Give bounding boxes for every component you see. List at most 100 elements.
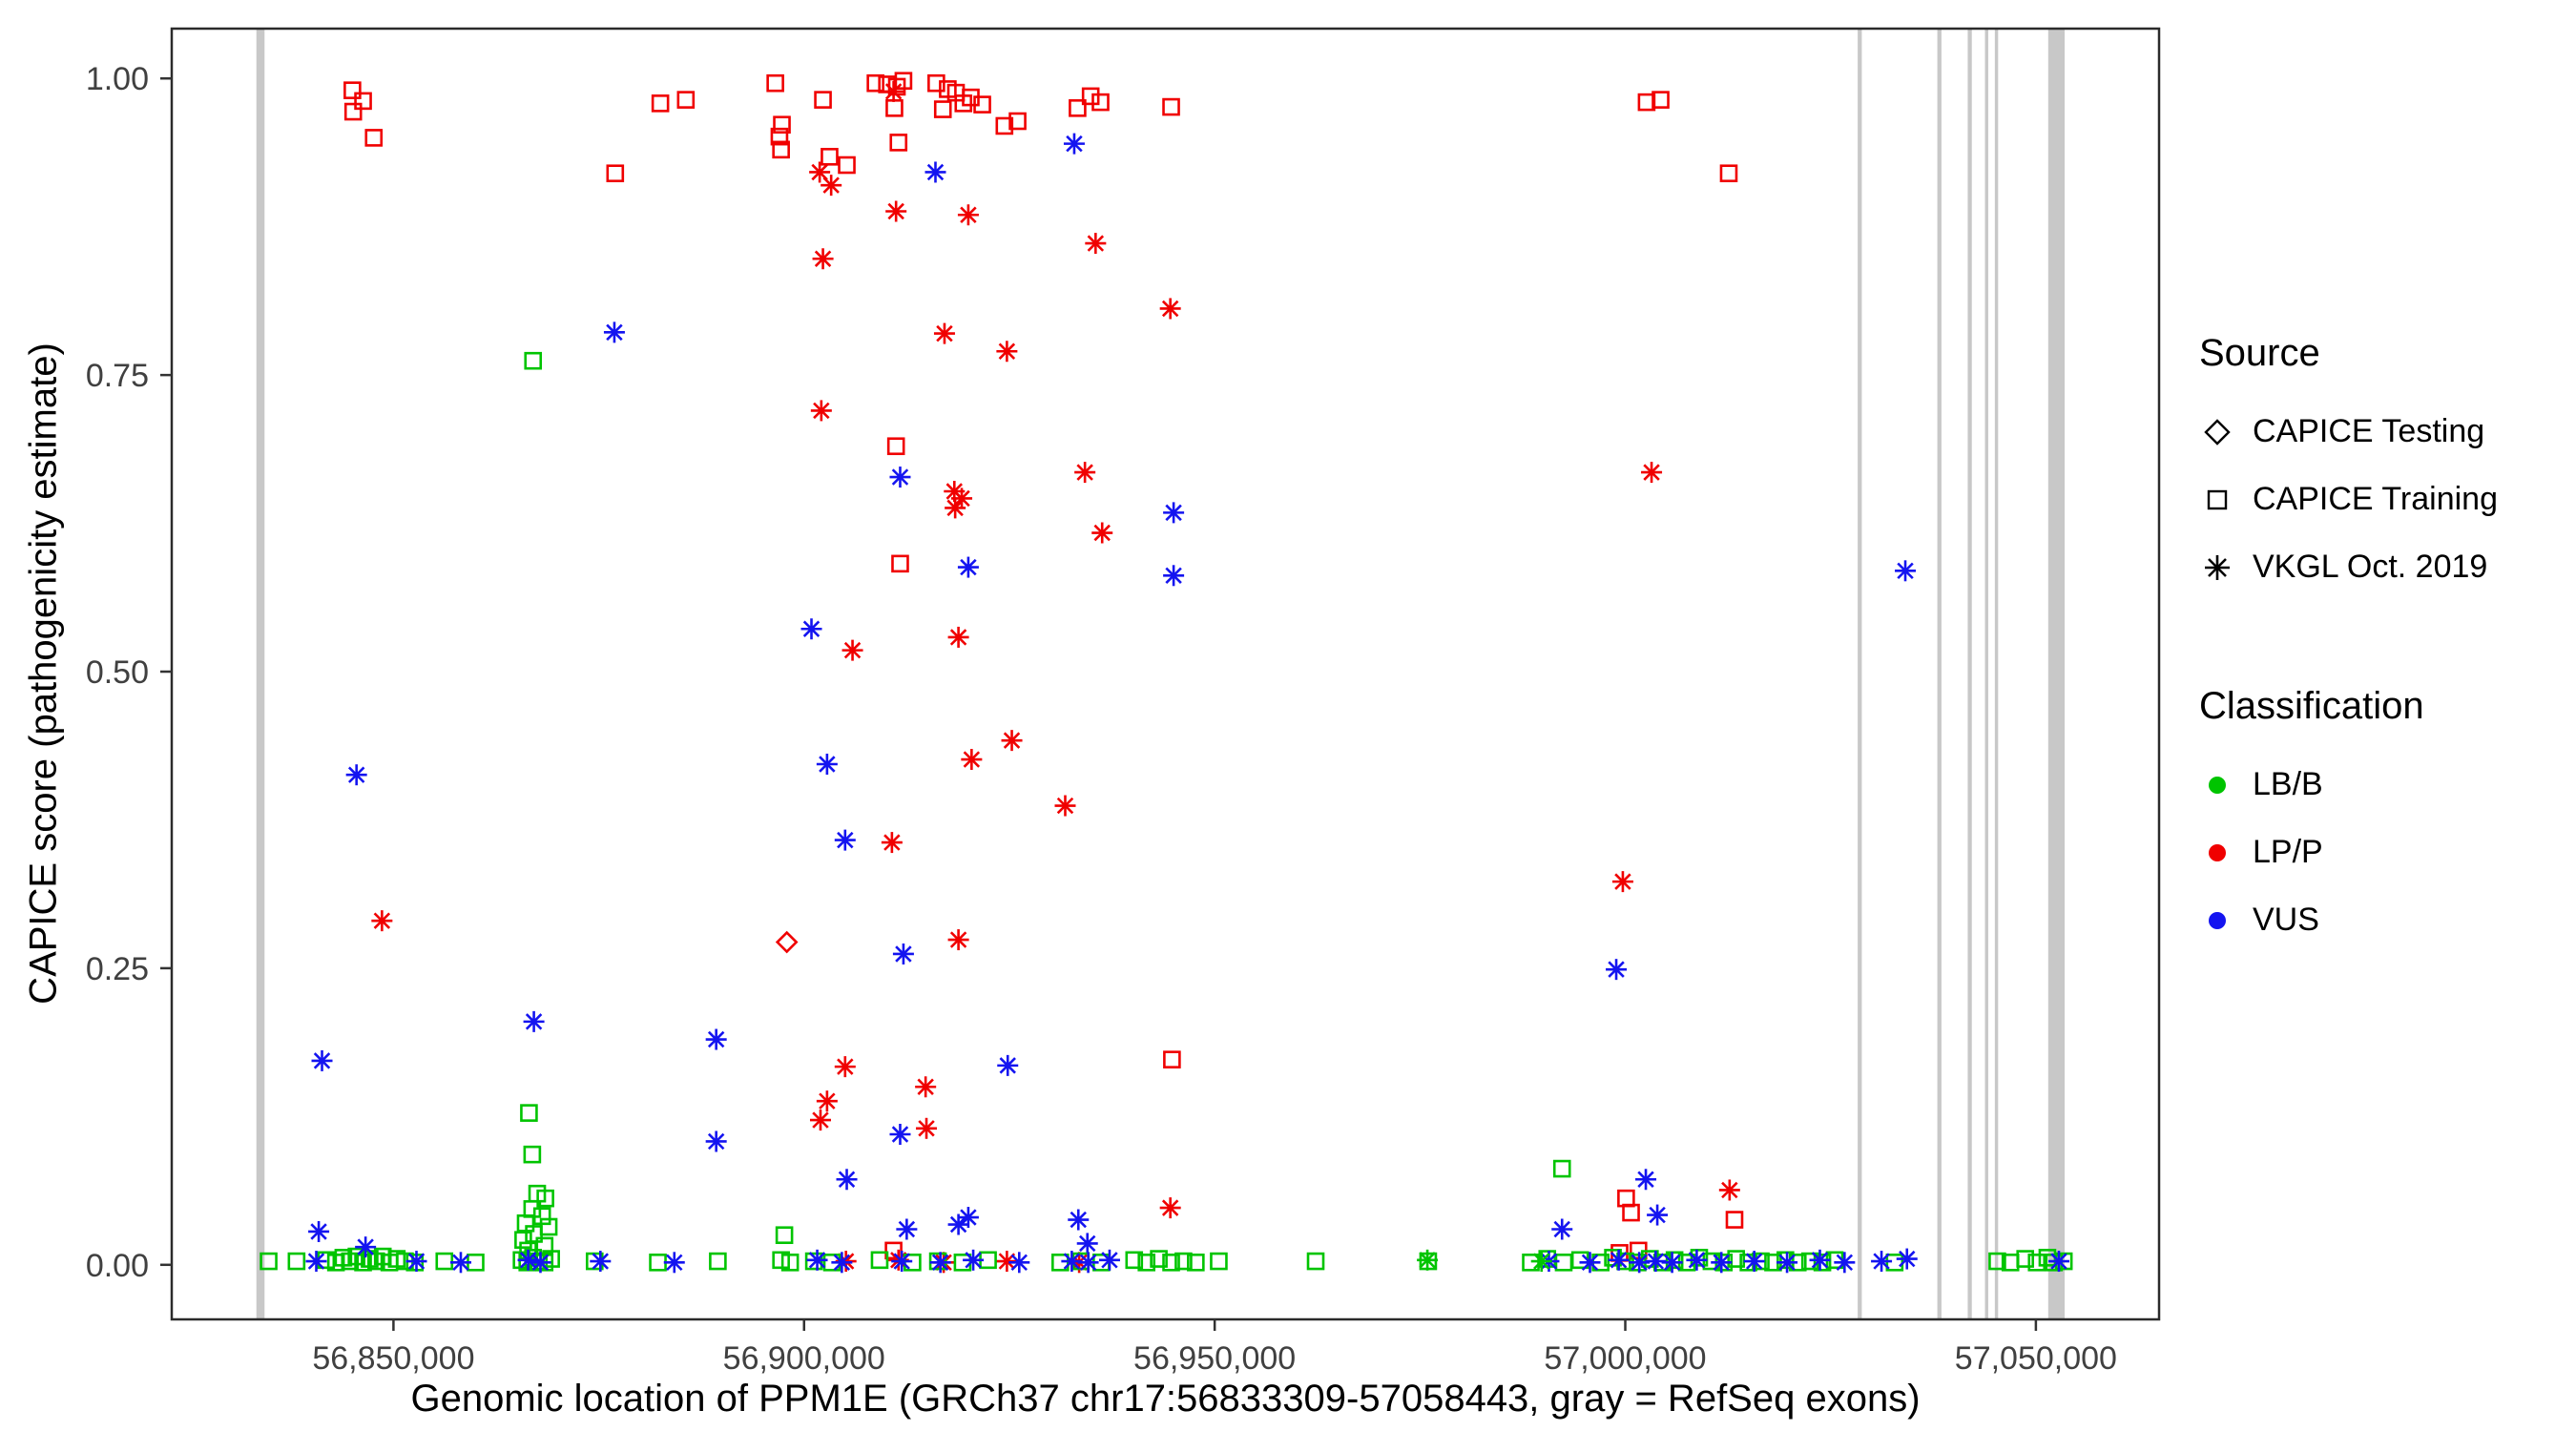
data-point-asterisk [822, 176, 840, 194]
data-point-square [891, 554, 909, 573]
data-point-square [884, 1241, 903, 1260]
legend-classification-block: Classification LB/B LP/P VUS [2199, 685, 2571, 954]
data-point-square [260, 1252, 278, 1271]
data-point-square [354, 92, 372, 111]
data-point-asterisk [887, 202, 904, 220]
data-point-square [1813, 1254, 1832, 1272]
x-tick-label: 56,900,000 [723, 1340, 885, 1377]
data-point-square [894, 72, 913, 91]
data-point-asterisk [837, 831, 854, 849]
panel-border [170, 27, 2161, 1321]
data-point-asterisk [949, 1215, 967, 1234]
legend-item-vkgl: VKGL Oct. 2019 [2199, 533, 2571, 601]
data-point-square [536, 1189, 554, 1208]
legend-label-vus: VUS [2253, 902, 2319, 938]
data-point-square [2027, 1254, 2046, 1272]
data-point-asterisk [1553, 1220, 1570, 1238]
legend-item-capice-testing: CAPICE Testing [2199, 398, 2571, 466]
data-point-square [1552, 1159, 1571, 1178]
data-point-asterisk [893, 1253, 910, 1270]
data-point-square [886, 437, 905, 456]
data-point-asterisk [833, 1254, 851, 1272]
data-point-square [775, 1226, 794, 1245]
y-tick-label: 0.00 [86, 1248, 149, 1284]
x-tick-label: 56,850,000 [312, 1340, 474, 1377]
data-point-square [343, 81, 362, 99]
data-point-asterisk [1581, 1254, 1599, 1272]
data-point-square [773, 115, 791, 135]
legend-item-lpp: LP/P [2199, 819, 2571, 886]
data-point-asterisk [926, 163, 945, 181]
data-point-asterisk [1663, 1254, 1681, 1272]
data-point-asterisk [1101, 1252, 1118, 1269]
data-point-square [364, 129, 384, 147]
data-point-square [1665, 1251, 1684, 1270]
data-point-asterisk [1643, 464, 1660, 481]
data-point-asterisk [310, 1223, 327, 1240]
data-point-asterisk [953, 489, 970, 508]
lbb-color-dot [2209, 776, 2226, 794]
data-point-asterisk [1745, 1253, 1763, 1270]
data-point-asterisk [965, 1252, 982, 1269]
data-point-asterisk [313, 1052, 331, 1069]
legend: Source CAPICE Testing CAPICE Training [2199, 332, 2571, 954]
asterisk-icon [2205, 554, 2230, 580]
data-point-asterisk [843, 641, 862, 659]
lpp-color-dot [2209, 843, 2226, 861]
y-tick-label: 0.50 [86, 654, 149, 691]
data-point-asterisk [1533, 1253, 1550, 1270]
y-tick-label: 1.00 [86, 61, 149, 97]
legend-classification-title: Classification [2199, 685, 2424, 727]
data-point-square [1069, 99, 1087, 117]
legend-label-vkgl: VKGL Oct. 2019 [2253, 549, 2488, 585]
data-point-asterisk [883, 834, 901, 851]
data-point-asterisk [891, 468, 909, 486]
data-point-asterisk [917, 1078, 934, 1095]
data-point-square [709, 1252, 727, 1271]
data-point-square [1091, 93, 1110, 112]
data-point-square [1652, 91, 1670, 109]
data-point-asterisk [819, 756, 836, 773]
data-point-square [1162, 1254, 1180, 1272]
data-point-square [780, 1254, 800, 1272]
data-point-asterisk [813, 402, 830, 420]
data-point-asterisk [960, 1209, 977, 1226]
data-point-asterisk [837, 1058, 854, 1075]
data-point-asterisk [1419, 1252, 1436, 1269]
data-point-square [995, 116, 1014, 135]
data-point-asterisk [1165, 504, 1182, 522]
square-icon [2207, 489, 2228, 509]
data-point-asterisk [1010, 1254, 1028, 1272]
data-point-asterisk [606, 323, 623, 342]
data-point-square [676, 91, 696, 109]
data-point-asterisk [898, 1220, 916, 1238]
data-point-asterisk [1087, 235, 1105, 252]
data-point-square [1727, 1250, 1746, 1268]
data-point-asterisk [1063, 1253, 1081, 1270]
legend-label-capice-testing: CAPICE Testing [2253, 413, 2485, 449]
data-point-asterisk [891, 1126, 909, 1143]
data-point-square [927, 73, 945, 93]
legend-source-block: Source CAPICE Testing CAPICE Training [2199, 332, 2571, 601]
data-point-asterisk [949, 931, 967, 948]
diamond-icon [2204, 418, 2231, 446]
x-tick-label: 57,050,000 [1955, 1340, 2117, 1377]
x-tick-label: 57,000,000 [1544, 1340, 1706, 1377]
data-point-diamond [775, 930, 799, 954]
exon-band [1994, 30, 1999, 1318]
data-point-asterisk [884, 83, 903, 100]
data-point-asterisk [531, 1254, 550, 1272]
data-point-asterisk [592, 1253, 610, 1270]
data-point-square [1008, 112, 1027, 131]
exon-band [1937, 30, 1942, 1318]
data-point-asterisk [1897, 562, 1914, 580]
data-point-asterisk [960, 206, 977, 223]
data-point-asterisk [918, 1120, 935, 1137]
data-point-asterisk [936, 324, 953, 342]
data-point-asterisk [1649, 1206, 1666, 1224]
data-point-square [287, 1252, 306, 1271]
x-axis-title: Genomic location of PPM1E (GRCh37 chr17:… [410, 1378, 1921, 1420]
data-point-square [1725, 1211, 1744, 1229]
data-point-asterisk [931, 1254, 949, 1272]
